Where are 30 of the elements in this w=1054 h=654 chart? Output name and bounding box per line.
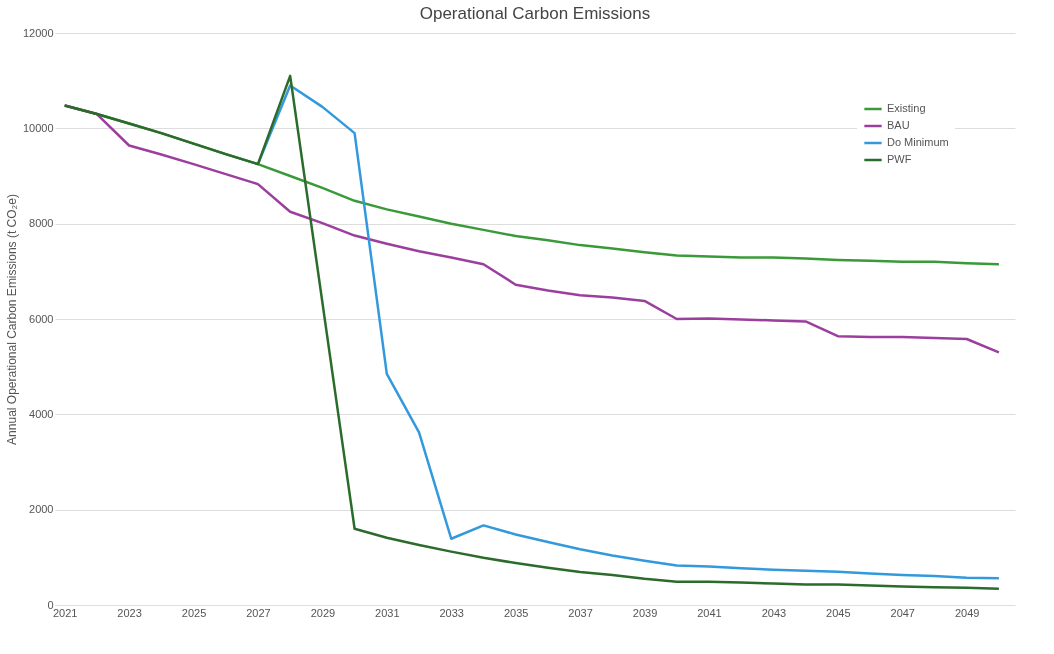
y-axis-title: Annual Operational Carbon Emissions (t CO₂e) [4,194,19,445]
y-tick-label: 4000 [29,407,54,420]
x-tick-label: 2037 [568,606,593,619]
x-tick-label: 2021 [52,606,78,619]
x-tick-label: 2041 [697,606,722,619]
y-tick-label: 0 [47,598,54,611]
y-tick-label: 6000 [29,312,54,325]
x-tick-label: 2031 [375,606,400,619]
y-tick-label: 10000 [22,121,54,134]
y-tick-label: 2000 [29,503,54,516]
x-tick-label: 2043 [761,606,787,619]
chart-title: Operational Carbon Emissions [419,4,651,23]
x-tick-label: 2039 [632,606,658,619]
line-series [63,74,1001,591]
legend-label: Do Minimum [887,136,949,148]
x-tick-label: 2049 [954,606,980,619]
legend-label: BAU [887,119,910,131]
x-tick-label: 2027 [246,606,271,619]
y-tick-label: 12000 [22,26,54,39]
legend-label: PWF [887,153,912,165]
x-tick-label: 2025 [181,606,207,619]
y-tick-label: 8000 [29,217,54,230]
x-tick-label: 2035 [503,606,529,619]
legend-label: Existing [887,102,926,114]
line-series [256,84,1001,580]
x-tick-label: 2029 [310,606,336,619]
x-tick-label: 2023 [117,606,142,619]
x-tick-label: 2033 [439,606,464,619]
x-tick-label: 2047 [890,606,915,619]
x-tick-label: 2045 [826,606,851,619]
